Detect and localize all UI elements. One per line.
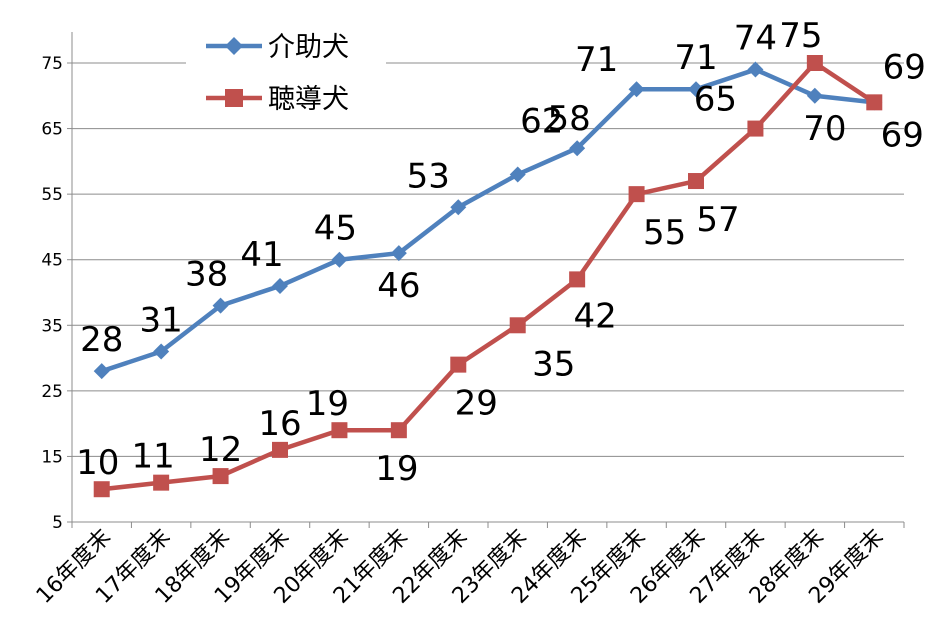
series-line xyxy=(101,60,876,492)
data-label: 42 xyxy=(574,296,617,336)
y-axis-ticks: 5 15 25 35 45 55 65 75 xyxy=(41,54,63,533)
y-tick-label: 75 xyxy=(41,54,63,74)
y-tick-label: 25 xyxy=(41,382,63,402)
diamond-marker xyxy=(747,61,764,78)
data-label: 46 xyxy=(377,266,420,306)
legend-label: 聴導犬 xyxy=(268,84,349,115)
square-marker xyxy=(569,271,586,288)
legend-box xyxy=(186,22,386,124)
data-label: 31 xyxy=(140,301,183,341)
square-marker xyxy=(509,317,526,334)
y-tick-label: 5 xyxy=(52,513,63,533)
square-marker xyxy=(866,94,883,111)
data-label: 19 xyxy=(306,384,349,424)
diamond-marker xyxy=(569,140,586,157)
y-tick-label: 15 xyxy=(41,447,63,467)
square-marker xyxy=(688,173,704,190)
square-marker xyxy=(628,186,645,203)
data-label: 71 xyxy=(575,40,618,80)
data-label: 35 xyxy=(532,344,575,384)
data-label: 10 xyxy=(76,443,119,483)
y-tick-label: 45 xyxy=(41,251,63,271)
legend-square-marker xyxy=(225,89,243,107)
data-label: 45 xyxy=(314,209,357,249)
square-marker xyxy=(212,468,229,485)
y-tick-label: 35 xyxy=(41,316,63,336)
data-label: 69 xyxy=(881,115,924,155)
diamond-marker xyxy=(212,297,229,314)
square-marker xyxy=(331,422,348,439)
diamond-marker xyxy=(272,277,288,294)
data-label: 41 xyxy=(240,235,283,275)
data-label: 74 xyxy=(734,19,777,59)
legend-label: 介助犬 xyxy=(268,32,349,63)
x-axis-ticks: 16年度末17年度末18年度末19年度末20年度末21年度末22年度末23年度末… xyxy=(32,525,889,609)
series-layer xyxy=(93,55,883,498)
square-marker xyxy=(747,120,764,137)
data-label: 19 xyxy=(375,449,418,489)
y-tick-label: 55 xyxy=(41,185,63,205)
data-label: 29 xyxy=(455,384,498,424)
data-label: 62 xyxy=(520,101,563,141)
diamond-marker xyxy=(806,87,823,104)
square-marker xyxy=(93,481,110,498)
data-label: 75 xyxy=(779,16,822,56)
data-label: 57 xyxy=(696,200,739,240)
data-label: 11 xyxy=(132,437,175,477)
data-label: 71 xyxy=(674,38,717,78)
diamond-marker xyxy=(93,363,110,380)
diamond-marker xyxy=(509,166,526,183)
series-line xyxy=(101,67,875,374)
diamond-marker xyxy=(331,251,348,268)
diamond-marker xyxy=(153,343,170,360)
y-tick-label: 65 xyxy=(41,120,63,140)
square-marker xyxy=(390,422,407,439)
data-label: 38 xyxy=(185,255,228,295)
diamond-marker xyxy=(628,81,645,98)
square-marker xyxy=(450,356,467,373)
data-label: 28 xyxy=(80,320,123,360)
square-marker xyxy=(272,441,288,458)
diamond-marker xyxy=(450,199,467,216)
diamond-marker xyxy=(688,81,704,98)
data-label: 53 xyxy=(407,156,450,196)
data-label: 65 xyxy=(694,80,737,120)
data-label: 55 xyxy=(643,213,686,253)
diamond-marker xyxy=(390,245,407,262)
data-label: 58 xyxy=(548,99,591,139)
square-marker xyxy=(806,55,823,71)
data-label: 16 xyxy=(258,404,301,444)
data-label: 69 xyxy=(883,47,926,87)
square-marker xyxy=(153,474,170,491)
axes xyxy=(67,32,905,528)
legend-diamond-marker xyxy=(225,37,243,55)
data-label: 12 xyxy=(199,430,242,470)
data-label: 70 xyxy=(803,109,846,149)
